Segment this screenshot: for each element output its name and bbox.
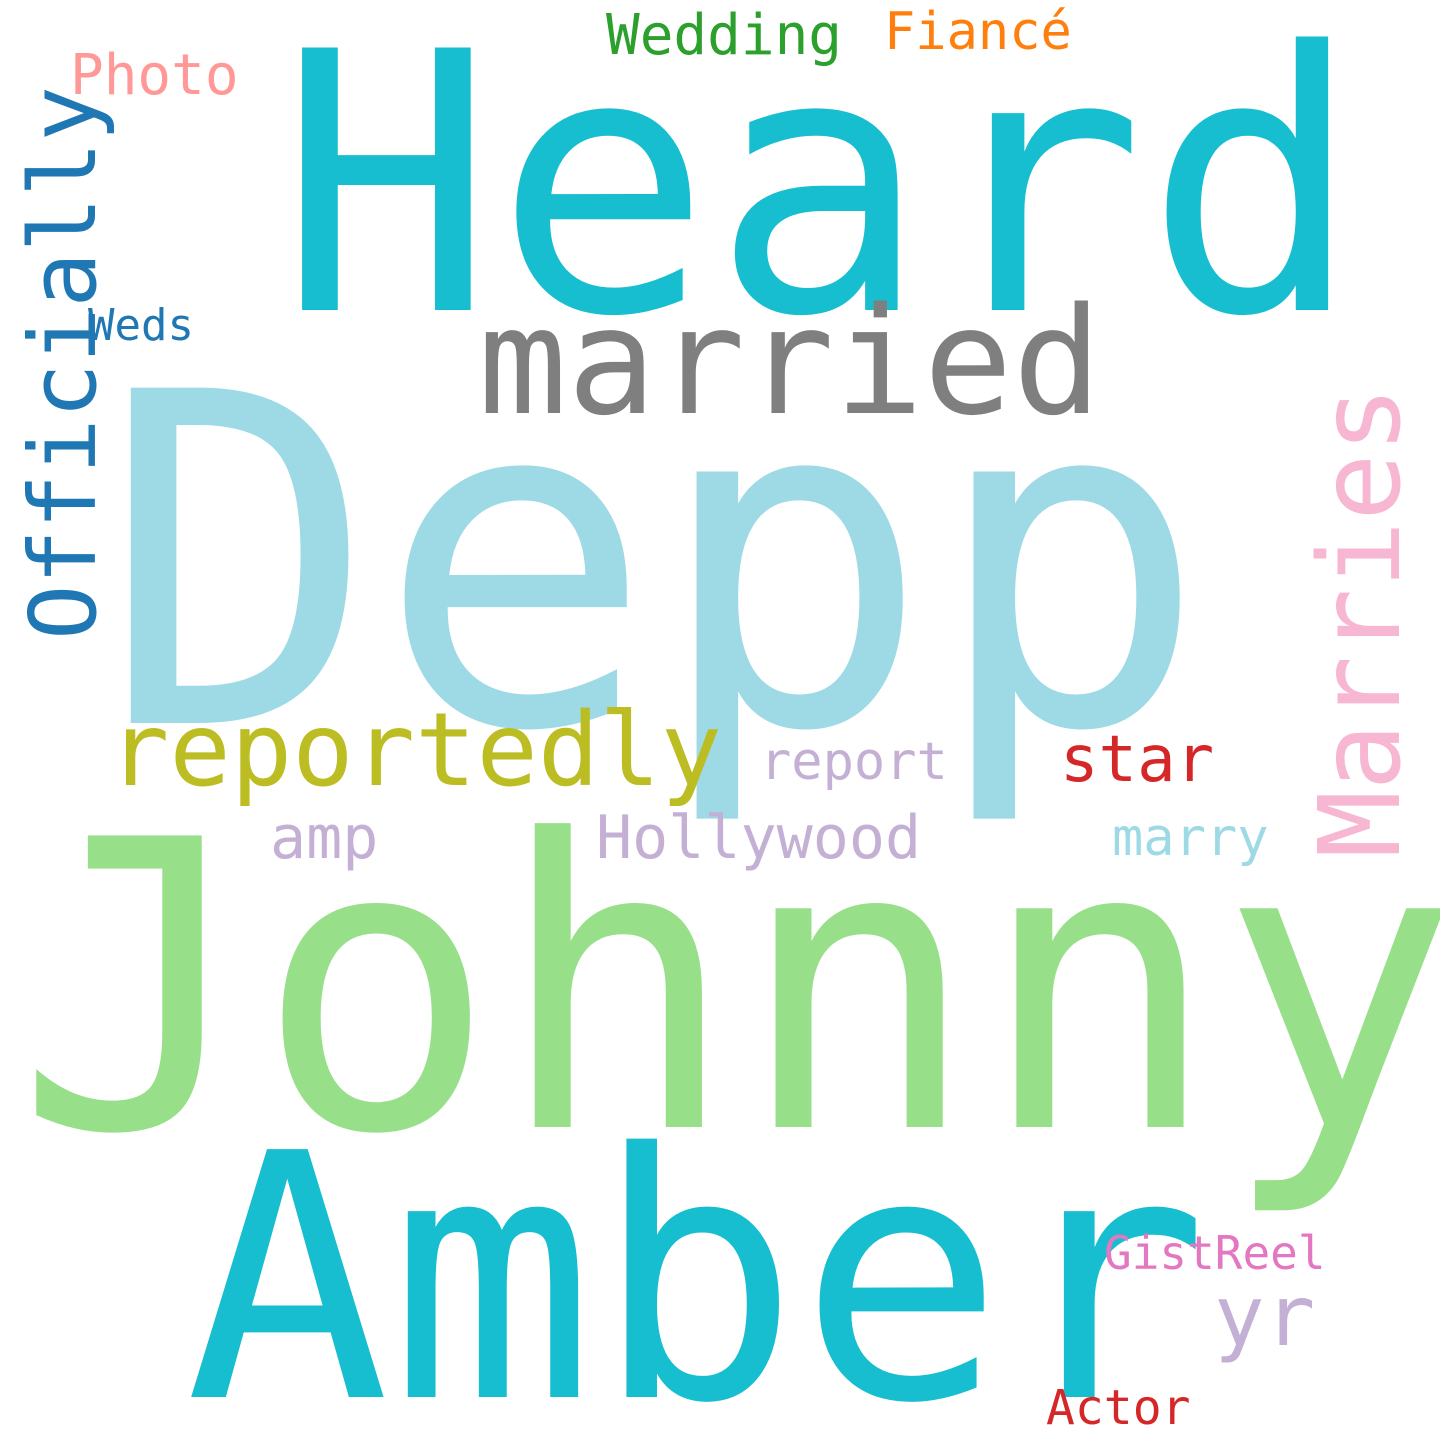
word-heard: Heard — [278, 0, 1362, 395]
word-wedding: Wedding — [606, 3, 843, 68]
word-marries: Marries — [1296, 385, 1426, 858]
word-yr: yr — [1214, 1267, 1316, 1365]
word-officially: Officially — [10, 86, 117, 640]
word-fiance: Fiancé — [884, 2, 1072, 62]
word-marry: marry — [1112, 808, 1269, 868]
word-amber: Amber — [185, 1082, 1209, 1440]
word-star: star — [1060, 723, 1215, 797]
word-hollywood: Hollywood — [596, 803, 922, 873]
word-weds: Weds — [88, 300, 194, 351]
word-johnny: Johnny — [15, 757, 1440, 1222]
word-reportedly: reportedly — [108, 691, 723, 810]
word-actor: Actor — [1046, 1380, 1191, 1436]
word-depp: Depp — [100, 297, 1208, 832]
word-amp: amp — [270, 803, 379, 873]
word-photo: Photo — [70, 43, 239, 108]
word-gistreel: GistReel — [1104, 1226, 1326, 1280]
word-report: report — [760, 732, 948, 792]
word-married: married — [478, 276, 1102, 448]
